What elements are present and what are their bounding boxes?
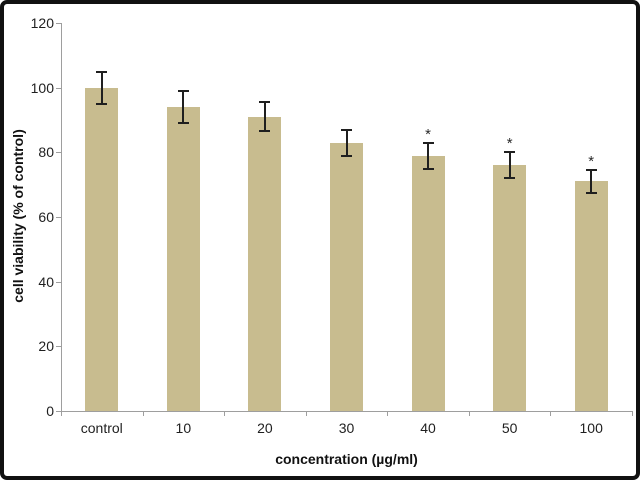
x-tick-label: 30 [338,420,355,436]
error-bar [263,102,266,132]
error-bar-cap-top [96,70,108,73]
y-tick-mark [56,281,61,283]
x-tick-mark [305,411,307,416]
error-bar-cap-bottom [96,102,108,105]
x-tick-mark [468,411,470,416]
y-tick-label: 60 [38,209,54,225]
bar [166,107,200,411]
x-axis-title: concentration (µg/ml) [275,451,418,467]
error-bar-cap-bottom [504,177,516,180]
y-tick-label: 40 [38,273,54,290]
x-tick-mark [632,411,633,416]
significance-asterisk: * [425,125,431,143]
x-tick-mark [224,411,226,416]
error-bar-cap-top [504,151,516,154]
error-bar [345,129,348,156]
significance-asterisk: * [506,135,513,153]
x-tick-mark [550,411,552,416]
x-tick-label: 10 [175,420,192,436]
error-bar [182,90,185,124]
y-tick-mark [56,346,61,348]
error-bar [100,71,103,104]
y-tick-label: 20 [38,338,54,355]
error-bar-cap-top [177,89,189,92]
x-tick-label: 20 [257,420,273,436]
x-tick-label: 50 [501,420,518,436]
y-tick-mark [56,217,61,218]
error-bar-cap-top [422,141,434,144]
bar [248,116,282,411]
y-tick-mark [56,411,61,412]
error-bar-cap-bottom [585,191,597,194]
error-bar-cap-top [585,169,597,172]
y-tick-mark [56,152,61,154]
bar [411,155,445,411]
bar [574,181,608,411]
x-tick-mark [142,411,144,416]
y-tick-label: 120 [30,15,54,31]
bar [330,142,363,411]
x-tick-label: control [80,420,123,436]
x-tick-label: 100 [579,420,603,436]
bar [493,165,527,411]
x-tick-mark [61,411,62,416]
bar [85,87,119,411]
y-tick-label: 80 [38,144,54,161]
y-axis-line [61,23,62,412]
x-tick-label: 40 [420,420,436,436]
significance-asterisk: * [588,153,595,171]
error-bar-cap-top [259,101,271,104]
x-tick-mark [387,411,389,416]
error-bar-cap-bottom [422,167,434,170]
y-tick-mark [56,23,61,24]
x-axis-line [61,411,633,412]
y-tick-label: 0 [46,403,54,419]
error-bar [590,170,593,193]
error-bar [427,142,430,169]
y-tick-label: 100 [30,79,54,96]
error-bar-cap-bottom [177,122,189,125]
error-bar-cap-top [341,128,352,131]
y-tick-mark [56,87,61,89]
error-bar-cap-bottom [259,130,271,133]
error-bar [508,152,511,179]
error-bar-cap-bottom [341,154,352,157]
